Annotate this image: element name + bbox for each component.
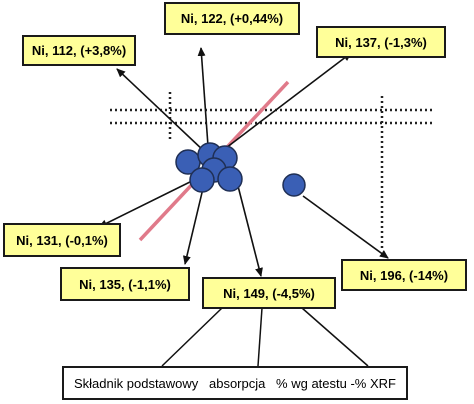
label-ni-122: Ni, 122, (+0,44%) xyxy=(164,2,300,35)
arrow-ni-131 xyxy=(98,177,199,228)
data-point xyxy=(189,167,215,193)
arrow-ni-135 xyxy=(182,179,206,265)
label-ni-149: Ni, 149, (-4,5%) xyxy=(202,277,336,309)
legend-item-percent-diff: % wg atestu -% XRF xyxy=(276,375,396,391)
arrow-ni-196 xyxy=(302,195,389,259)
arrow-ni-149 xyxy=(237,185,263,277)
connector-left xyxy=(161,307,223,367)
points-group xyxy=(175,142,306,197)
label-ni-135: Ni, 135, (-1,1%) xyxy=(60,267,190,301)
legend-item-absorption: absorpcja xyxy=(208,375,266,391)
arrow-ni-112 xyxy=(116,68,206,153)
connector-right xyxy=(301,307,369,367)
label-ni-137: Ni, 137, (-1,3%) xyxy=(316,26,446,58)
arrow-ni-122 xyxy=(197,47,209,147)
arrow-ni-137 xyxy=(217,52,352,155)
label-ni-196: Ni, 196, (-14%) xyxy=(341,259,467,291)
data-point xyxy=(217,166,243,192)
legend-item-component: Składnik podstawowy xyxy=(74,375,199,391)
connector-middle xyxy=(257,307,263,367)
label-ni-131: Ni, 131, (-0,1%) xyxy=(3,223,121,257)
legend-box: Składnik podstawowy absorpcja % wg atest… xyxy=(62,366,408,400)
data-point xyxy=(282,173,306,197)
label-ni-112: Ni, 112, (+3,8%) xyxy=(22,35,136,66)
